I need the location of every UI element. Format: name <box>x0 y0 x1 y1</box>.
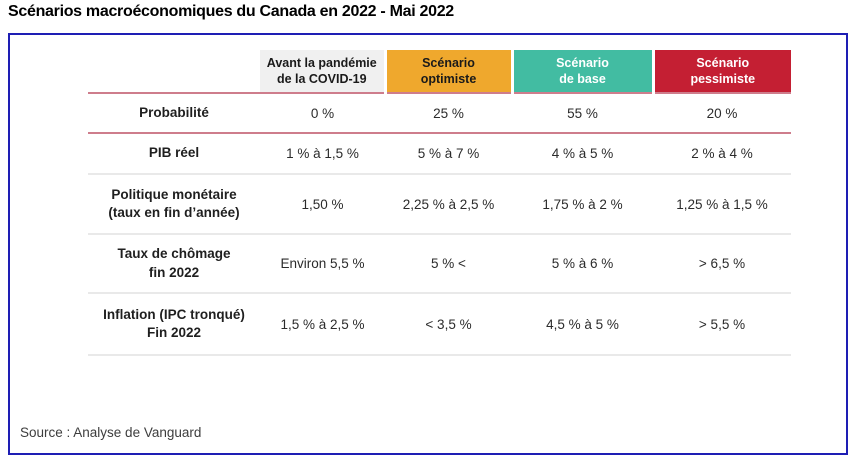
column-header-line: de base <box>559 72 606 86</box>
table-row-probability: Probabilité 0 % 25 % 55 % 20 % <box>88 93 791 133</box>
value-cell: 1,50 % <box>301 196 344 212</box>
row-label-line: (taux en fin d’année) <box>108 205 240 220</box>
value-cell: 2,25 % à 2,5 % <box>402 196 495 212</box>
row-label: Taux de chômage fin 2022 <box>88 234 260 293</box>
row-label-line: fin 2022 <box>148 264 200 280</box>
table-header-row: Avant la pandémie de la COVID-19 Scénari… <box>88 50 791 93</box>
column-header-optimistic: Scénario optimiste <box>383 50 512 93</box>
value-cell: 4 % à 5 % <box>551 146 614 161</box>
value-cell: 4,5 % à 5 % <box>546 316 619 332</box>
table-row-unemployment: Taux de chômage fin 2022 Environ 5,5 % 5… <box>88 234 791 293</box>
table-row-gdp: PIB réel 1 % à 1,5 % 5 % à 7 % 4 % à 5 %… <box>88 133 791 174</box>
value-cell: 5 % à 7 % <box>417 146 480 161</box>
page-title: Scénarios macroéconomiques du Canada en … <box>8 3 454 20</box>
row-label-line: Fin 2022 <box>146 325 202 340</box>
column-header-line: Avant la pandémie <box>266 55 377 70</box>
corner-cell <box>88 50 260 93</box>
value-cell: 2 % à 4 % <box>691 146 753 161</box>
column-header-base: Scénario de base <box>510 50 653 93</box>
value-cell: > 6,5 % <box>698 256 746 271</box>
row-label-line: Probabilité <box>139 104 209 120</box>
value-cell: > 5,5 % <box>698 316 746 332</box>
row-label-line: Inflation (IPC tronqué) <box>103 306 245 322</box>
column-header-line: de la COVID-19 <box>276 72 367 86</box>
value-cell: 1 % à 1,5 % <box>286 146 359 161</box>
row-label-line: PIB réel <box>148 145 200 161</box>
column-header-pessimistic: Scénario pessimiste <box>651 50 791 93</box>
value-cell: 5 % à 6 % <box>551 256 614 271</box>
value-cell: 25 % <box>433 105 464 121</box>
value-cell: 1,25 % à 1,5 % <box>676 196 768 212</box>
value-cell: 1,75 % à 2 % <box>542 196 623 212</box>
column-header-line: Scénario <box>422 55 475 70</box>
column-header-line: pessimiste <box>690 72 756 86</box>
row-label: PIB réel <box>88 133 260 174</box>
value-cell: < 3,5 % <box>425 316 472 332</box>
scenario-table: Avant la pandémie de la COVID-19 Scénari… <box>88 50 791 356</box>
value-cell: Environ 5,5 % <box>280 256 365 271</box>
column-header-line: Scénario <box>556 55 609 70</box>
table-row-monetary-policy: Politique monétaire (taux en fin d’année… <box>88 174 791 234</box>
value-cell: 0 % <box>310 105 335 121</box>
row-label-line: Taux de chômage <box>117 246 231 262</box>
source-note: Source : Analyse de Vanguard <box>20 425 202 440</box>
table-row-inflation: Inflation (IPC tronqué) Fin 2022 1,5 % à… <box>88 293 791 355</box>
value-cell: 5 % < <box>431 256 466 271</box>
value-cell: 20 % <box>706 105 738 121</box>
column-header-pre-pandemic: Avant la pandémie de la COVID-19 <box>260 50 385 93</box>
column-header-line: Scénario <box>696 55 750 70</box>
value-cell: 1,5 % à 2,5 % <box>280 316 365 332</box>
column-header-line: optimiste <box>420 72 477 86</box>
row-label: Politique monétaire (taux en fin d’année… <box>88 174 260 234</box>
figure-frame: Avant la pandémie de la COVID-19 Scénari… <box>8 33 848 455</box>
row-label-line: Politique monétaire <box>111 186 237 202</box>
value-cell: 55 % <box>567 105 598 121</box>
row-label: Probabilité <box>88 93 260 133</box>
row-label: Inflation (IPC tronqué) Fin 2022 <box>88 293 260 355</box>
